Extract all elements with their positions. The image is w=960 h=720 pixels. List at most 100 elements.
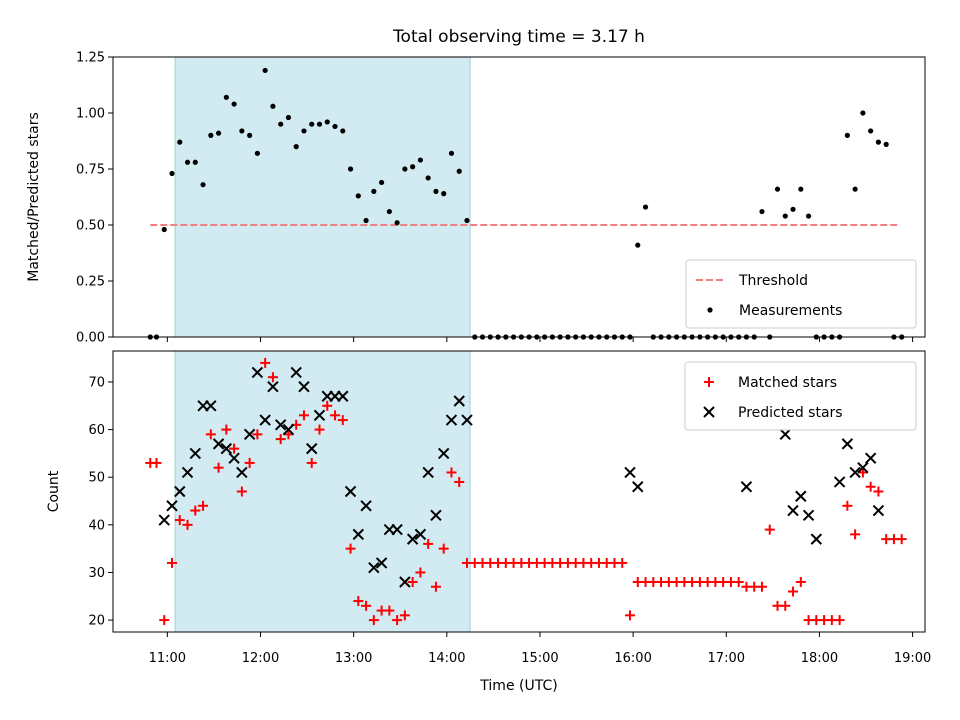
measurement-point [782, 213, 788, 219]
measurement-point [635, 242, 641, 248]
legend-box [684, 361, 917, 431]
measurement-point [759, 208, 765, 215]
matched-star-point [446, 467, 457, 478]
measurement-point [324, 119, 330, 125]
matched-star-point [842, 500, 853, 511]
predicted-star-point [437, 447, 450, 460]
measurement-point [215, 130, 222, 136]
matched-star-point [857, 467, 868, 478]
matched-star-point [298, 410, 309, 421]
matched-star-point [322, 400, 333, 411]
predicted-star-point [399, 576, 411, 588]
measurement-point [448, 150, 455, 156]
predicted-star-point [787, 504, 799, 517]
measurement-point [278, 121, 284, 127]
measurement-point [316, 121, 323, 127]
predicted-star-point [406, 533, 419, 545]
predicted-star-point [841, 438, 854, 450]
chart-title: Total observing time = 3.17 h [392, 27, 645, 47]
measurement-point [169, 170, 175, 177]
matched-star-point [873, 486, 884, 497]
predicted-star-point [212, 438, 225, 450]
matched-star-point [865, 481, 876, 492]
measurement-point [852, 186, 858, 192]
x-tick-label: 11:00 [149, 651, 186, 666]
predicted-star-point [779, 428, 791, 441]
measurement-point [340, 128, 346, 134]
predicted-star-point [740, 481, 753, 493]
matched-star-point [780, 600, 791, 611]
predicted-star-point [414, 528, 427, 541]
ratio-panel: 0.00 0.25 0.50 0.75 1.00 1.25 Matched/Predict… [26, 51, 926, 346]
measurement-point [464, 217, 470, 224]
ratio-y-axis-label: Matched/Predicted stars [26, 112, 42, 282]
legend-label: Matched stars [738, 375, 837, 391]
measurement-point [394, 220, 400, 226]
matched-star-point [368, 615, 379, 626]
matched-stars-points [145, 357, 907, 626]
matched-star-point [166, 557, 177, 568]
predicted-star-point [337, 390, 349, 402]
matched-star-point [159, 615, 170, 626]
predicted-star-point [849, 466, 861, 479]
time-x-axis: 11:00 12:00 13:00 14:00 15:00 16:00 17:00 18:00… [149, 632, 931, 666]
matched-star-point [229, 443, 240, 454]
y-tick-label: 40 [88, 518, 105, 533]
measurement-point [177, 139, 183, 145]
predicted-star-point [158, 514, 170, 526]
predicted-star-point [174, 485, 186, 498]
predicted-star-point [833, 476, 846, 488]
matched-star-point [275, 434, 286, 445]
x-tick-label: 14:00 [428, 651, 465, 666]
x-tick-label: 18:00 [801, 651, 838, 666]
x-tick-label: 12:00 [242, 651, 279, 666]
measurement-point [402, 166, 408, 172]
x-tick-label: 19:00 [894, 651, 931, 666]
observing-window-span [174, 350, 471, 633]
predicted-star-point [360, 500, 372, 512]
matched-star-point [174, 515, 185, 526]
measurement-point [332, 123, 338, 130]
measurement-point [208, 132, 214, 138]
matched-star-point [182, 519, 193, 530]
count-y-axis: 20 30 40 50 60 70 [88, 375, 113, 629]
matched-star-point [399, 610, 410, 621]
measurement-point [223, 94, 229, 100]
matched-star-point [252, 429, 263, 440]
count-panel: 20 30 40 50 60 70 11:00 12:00 13:00 14:00 15:00 16… [46, 350, 931, 694]
x-tick-label: 16:00 [614, 651, 651, 666]
measurement-point [355, 193, 361, 199]
matched-star-point [407, 576, 418, 587]
predicted-star-point [282, 423, 295, 436]
predicted-star-point [802, 509, 815, 522]
matched-star-point [330, 410, 341, 421]
ratio-panel-frame [112, 56, 926, 338]
y-tick-label: 60 [88, 423, 105, 438]
matched-star-point [850, 529, 861, 540]
predicted-star-point [795, 490, 807, 502]
matched-star-point [361, 600, 372, 611]
matched-star-point [205, 429, 216, 440]
matched-star-point [454, 476, 465, 487]
legend-matched-marker [704, 377, 714, 387]
measurement-point [262, 67, 268, 74]
measurement-point [301, 128, 307, 134]
legend-label: Threshold [738, 273, 808, 289]
predicted-star-point [430, 509, 442, 522]
measurement-point [441, 191, 447, 197]
matched-star-point [795, 576, 806, 587]
measurement-point [883, 141, 889, 147]
measurement-point [425, 175, 431, 181]
predicted-star-point [864, 452, 877, 464]
measurement-point [200, 182, 206, 188]
measurement-point [642, 204, 649, 210]
y-tick-label: 1.25 [76, 51, 105, 66]
measurement-point [309, 121, 315, 127]
matched-star-point [314, 424, 325, 435]
matched-star-point [788, 586, 799, 597]
matched-star-point [834, 615, 845, 626]
ratio-x-ticks [166, 337, 914, 342]
measurement-point [844, 132, 850, 138]
measurement-point [161, 226, 167, 233]
measurement-point [378, 179, 385, 186]
